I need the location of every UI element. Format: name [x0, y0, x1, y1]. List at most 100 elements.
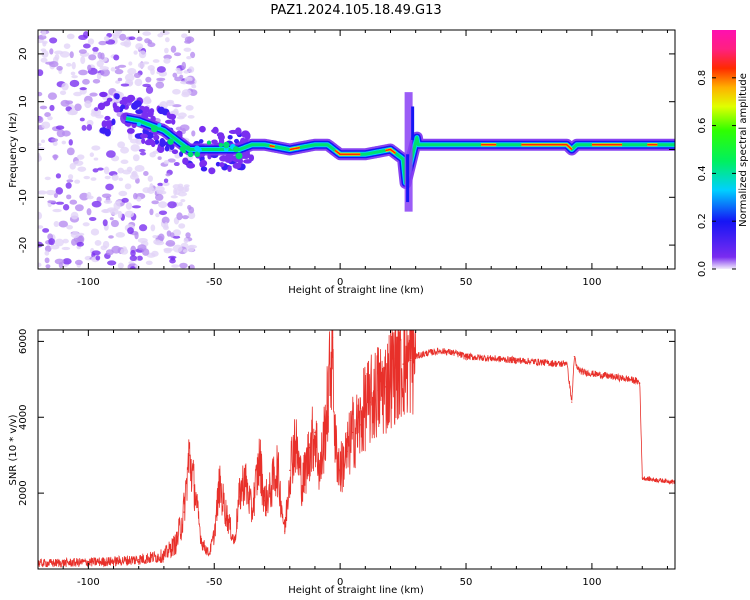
snr-point: [334, 443, 336, 445]
ridge-blob: [208, 167, 216, 175]
snr-point: [566, 361, 568, 363]
snr-point: [636, 380, 638, 382]
spectrogram-ytick-label: 10: [18, 95, 29, 108]
ridge-blob: [159, 139, 167, 148]
ridge-blob: [142, 106, 150, 114]
noise-blob: [186, 55, 192, 60]
noise-blob: [189, 89, 198, 96]
ridge-spot: [136, 121, 142, 127]
noise-blob: [65, 62, 72, 67]
noise-blob: [171, 264, 180, 268]
snr-point: [150, 557, 152, 559]
noise-blob: [110, 32, 121, 37]
noise-blob: [119, 33, 127, 41]
ridge-blob: [111, 118, 116, 126]
snr-point: [389, 374, 392, 377]
snr-point: [309, 447, 311, 449]
spectrogram-ytick-label: 20: [18, 48, 29, 61]
snr-panel: -100 -50 0 50 100 2000 4000 6000 Height of stra…: [8, 329, 676, 596]
noise-blob: [55, 173, 62, 179]
snr-point: [561, 363, 563, 365]
noise-blob: [181, 128, 186, 135]
noise-blob: [187, 211, 196, 220]
noise-blob: [94, 107, 99, 112]
colorbar-tick-label: 0.4: [697, 165, 708, 181]
noise-blob: [156, 66, 166, 73]
noise-blob: [77, 166, 87, 172]
noise-blob: [188, 66, 195, 73]
noise-blob: [100, 68, 110, 77]
ridge-blob: [135, 109, 143, 115]
snr-xtick-label: 0: [337, 577, 343, 588]
noise-blob: [92, 46, 99, 52]
snr-point: [440, 350, 442, 352]
noise-blob: [69, 79, 80, 88]
noise-blob: [145, 85, 154, 94]
snr-xtick-label: 100: [582, 577, 601, 588]
noise-blob: [83, 175, 91, 180]
noise-blob: [79, 117, 85, 122]
snr-point: [415, 355, 417, 358]
noise-blob: [102, 240, 110, 249]
noise-blob: [71, 75, 78, 79]
snr-xtick-label: -100: [77, 577, 100, 588]
noise-blob: [181, 33, 188, 39]
snr-point: [294, 439, 296, 441]
snr-point: [654, 479, 656, 481]
noise-blob: [69, 51, 74, 59]
spectrogram-xtick-label: 100: [582, 277, 601, 288]
noise-blob: [55, 187, 64, 195]
ridge-blob: [140, 133, 148, 139]
noise-blob: [191, 130, 196, 137]
noise-blob: [38, 91, 43, 97]
spectrogram-plot-area: [38, 30, 675, 269]
noise-blob: [177, 185, 185, 192]
noise-blob: [138, 148, 146, 153]
noise-blob: [145, 76, 152, 83]
noise-blob: [61, 246, 71, 251]
noise-blob: [170, 257, 176, 261]
noise-blob: [186, 245, 195, 252]
snr-xtick-label: -50: [206, 577, 222, 588]
noise-blob: [49, 48, 54, 55]
snr-point: [175, 541, 178, 544]
snr-point: [326, 405, 329, 407]
noise-blob: [121, 197, 129, 203]
noise-blob: [55, 125, 65, 130]
ridge-blob: [106, 97, 113, 102]
snr-point: [581, 371, 583, 373]
noise-blob: [110, 67, 116, 72]
noise-blob: [53, 154, 58, 161]
noise-blob: [38, 211, 43, 220]
ridge-blob: [179, 151, 184, 157]
noise-blob: [69, 199, 78, 205]
noise-blob: [70, 231, 80, 239]
noise-blob: [182, 249, 188, 253]
noise-blob: [91, 250, 101, 256]
noise-blob: [111, 174, 119, 181]
ridge-blob: [133, 100, 142, 108]
noise-blob: [69, 163, 76, 170]
noise-blob: [66, 225, 74, 230]
noise-blob: [44, 257, 50, 264]
noise-blob: [120, 146, 130, 154]
noise-blob: [133, 50, 138, 55]
noise-blob: [147, 42, 156, 48]
noise-blob: [90, 228, 100, 236]
noise-blob: [96, 60, 104, 68]
noise-blob: [86, 124, 93, 131]
snr-frame: [37, 329, 676, 570]
ridge-blob: [154, 139, 160, 145]
spectrogram-xtick-label: -50: [206, 277, 222, 288]
noise-blob: [144, 96, 151, 103]
snr-point: [238, 496, 241, 498]
noise-blob: [98, 40, 107, 46]
noise-blob: [124, 210, 135, 218]
ridge-blob: [144, 140, 153, 146]
ridge-spot: [187, 151, 194, 158]
noise-blob: [70, 71, 76, 76]
noise-blob: [91, 200, 102, 208]
noise-blob: [153, 239, 161, 245]
noise-blob: [165, 173, 171, 177]
